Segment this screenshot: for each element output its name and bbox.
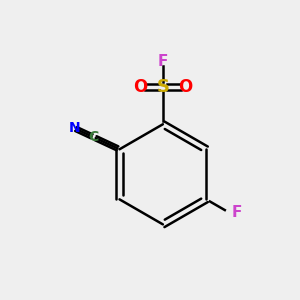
Text: O: O	[178, 78, 192, 96]
Text: S: S	[156, 78, 170, 96]
Text: C: C	[88, 130, 99, 144]
Text: F: F	[158, 54, 168, 69]
Text: N: N	[68, 121, 80, 135]
Text: F: F	[231, 205, 242, 220]
Text: O: O	[134, 78, 148, 96]
